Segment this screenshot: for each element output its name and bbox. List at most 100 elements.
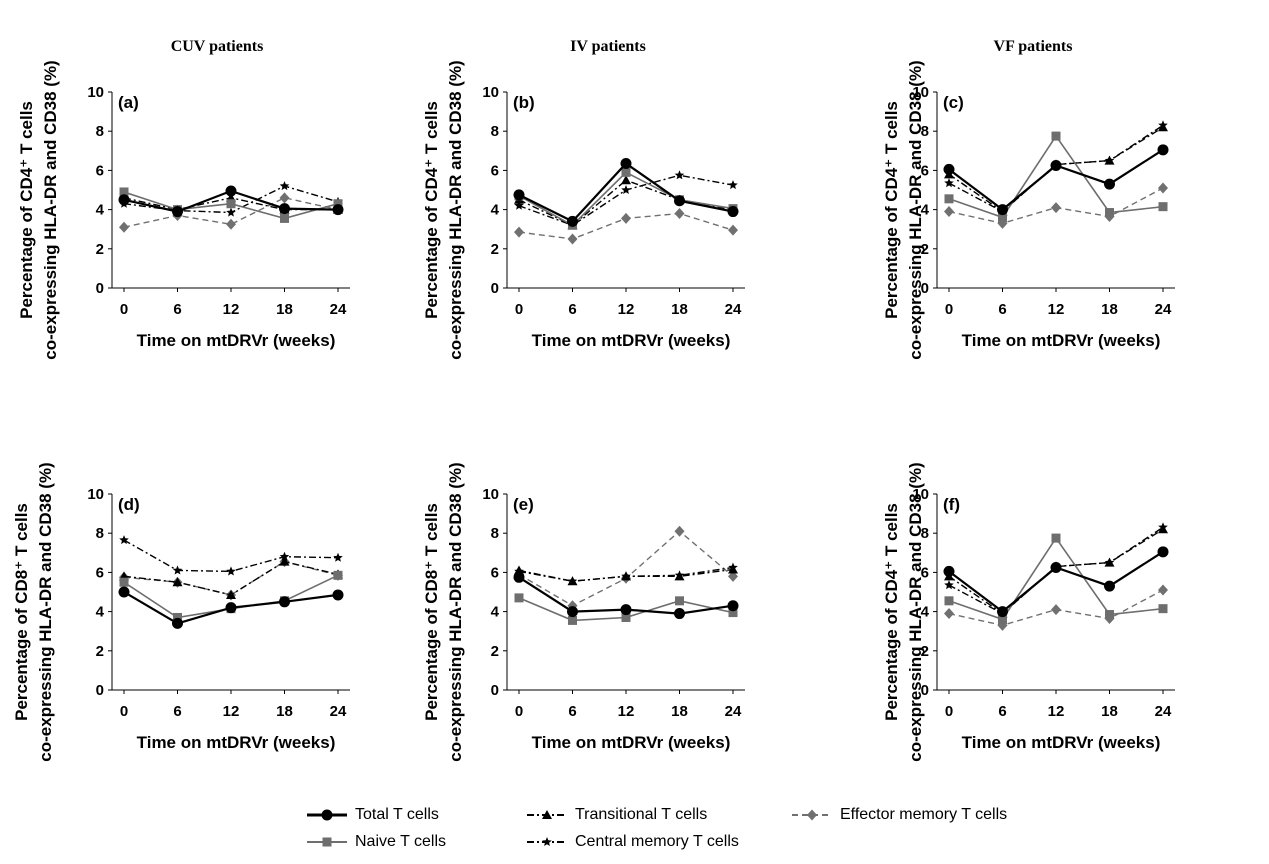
- point-transitional-t-cells: [226, 589, 236, 599]
- y-tick-label: 0: [491, 280, 499, 297]
- point-central-memory-t-cells: [119, 535, 129, 545]
- x-tick-label: 0: [120, 703, 128, 720]
- legend-swatch: [307, 837, 347, 847]
- y-tick-label: 6: [491, 162, 499, 179]
- point-central-memory-t-cells: [728, 180, 738, 190]
- point-total-t-cells: [997, 204, 1008, 216]
- point-effector-memory-t-cells: [944, 206, 954, 218]
- y-tick-label: 6: [491, 564, 499, 581]
- point-central-memory-t-cells: [333, 552, 343, 562]
- point-total-t-cells: [674, 195, 685, 207]
- legend-marker: [542, 837, 552, 846]
- point-total-t-cells: [118, 194, 130, 206]
- y-axis-label-line1: Percentage of CD4⁺ T cells: [17, 101, 36, 319]
- panel-label: (c): [943, 93, 964, 112]
- point-naive-t-cells: [728, 608, 738, 618]
- column-title-iv: IV patients: [570, 38, 646, 55]
- x-tick-label: 18: [671, 301, 688, 318]
- legend-item: Transitional T cells: [525, 805, 707, 825]
- x-axis-label: Time on mtDRVr (weeks): [532, 331, 731, 350]
- x-axis-label: Time on mtDRVr (weeks): [962, 733, 1161, 752]
- point-central-memory-t-cells: [279, 181, 290, 191]
- y-tick-label: 2: [96, 643, 104, 660]
- point-total-t-cells: [727, 600, 739, 612]
- point-effector-memory-t-cells: [674, 525, 685, 537]
- point-naive-t-cells: [998, 212, 1007, 222]
- y-tick-label: 0: [96, 280, 104, 297]
- point-effector-memory-t-cells: [944, 608, 954, 620]
- x-tick-label: 18: [276, 301, 293, 318]
- x-tick-label: 18: [671, 703, 688, 720]
- point-central-memory-t-cells: [674, 170, 685, 180]
- point-naive-t-cells: [1051, 533, 1061, 543]
- y-tick-label: 4: [491, 604, 500, 621]
- x-tick-label: 12: [223, 703, 240, 720]
- point-total-t-cells: [172, 617, 183, 629]
- series-line-effector-memory-t-cells: [518, 530, 734, 607]
- legend-swatch: [307, 809, 347, 821]
- point-effector-memory-t-cells: [1051, 202, 1061, 214]
- panel-label: (a): [118, 93, 139, 112]
- y-axis-label-line2: co-expressing HLA-DR and CD38 (%): [41, 60, 60, 359]
- point-total-t-cells: [620, 158, 632, 170]
- point-total-t-cells: [567, 215, 578, 227]
- point-transitional-t-cells: [1104, 155, 1115, 165]
- x-tick-label: 12: [618, 703, 635, 720]
- x-tick-label: 24: [1155, 301, 1172, 318]
- point-total-t-cells: [1050, 160, 1062, 171]
- point-naive-t-cells: [675, 596, 684, 606]
- point-transitional-t-cells: [567, 576, 578, 586]
- point-transitional-t-cells: [621, 571, 631, 581]
- y-tick-label: 6: [921, 564, 929, 581]
- x-tick-label: 12: [1048, 703, 1065, 720]
- point-total-t-cells: [620, 604, 632, 616]
- legend-item: Effector memory T cells: [790, 805, 1007, 825]
- point-central-memory-t-cells: [514, 200, 524, 210]
- y-tick-label: 2: [491, 241, 499, 258]
- point-total-t-cells: [332, 589, 344, 601]
- point-total-t-cells: [332, 204, 344, 216]
- point-naive-t-cells: [119, 577, 129, 587]
- y-tick-label: 4: [921, 604, 930, 621]
- y-axis-label-line1: Percentage of CD8⁺ T cells: [422, 503, 441, 721]
- x-tick-label: 24: [725, 301, 742, 318]
- point-naive-t-cells: [226, 199, 236, 209]
- legend-item: Total T cells: [305, 805, 439, 825]
- point-naive-t-cells: [568, 615, 577, 625]
- x-axis-label: Time on mtDRVr (weeks): [137, 733, 336, 752]
- x-tick-label: 6: [173, 301, 181, 318]
- point-naive-t-cells: [119, 187, 129, 197]
- x-tick-label: 6: [998, 703, 1006, 720]
- legend-marker: [542, 810, 552, 819]
- point-central-memory-t-cells: [226, 566, 236, 576]
- point-total-t-cells: [172, 206, 183, 218]
- legend-label: Naive T cells: [355, 833, 446, 850]
- point-naive-t-cells: [173, 612, 182, 622]
- point-effector-memory-t-cells: [621, 212, 631, 224]
- point-total-t-cells: [567, 606, 578, 618]
- x-tick-label: 18: [1101, 301, 1118, 318]
- y-tick-label: 6: [96, 564, 104, 581]
- x-axis-label: Time on mtDRVr (weeks): [962, 331, 1161, 350]
- point-effector-memory-t-cells: [567, 233, 578, 245]
- point-naive-t-cells: [621, 167, 631, 177]
- x-tick-label: 6: [998, 301, 1006, 318]
- point-naive-t-cells: [944, 596, 954, 606]
- point-total-t-cells: [943, 565, 955, 577]
- y-tick-label: 10: [482, 84, 499, 101]
- x-tick-label: 0: [515, 703, 523, 720]
- point-effector-memory-t-cells: [728, 570, 738, 582]
- point-total-t-cells: [1104, 580, 1115, 592]
- y-tick-label: 4: [921, 202, 930, 219]
- series-line-central-memory-t-cells: [123, 539, 339, 573]
- y-axis-label-line1: Percentage of CD8⁺ T cells: [12, 503, 31, 721]
- x-tick-label: 0: [945, 703, 953, 720]
- point-total-t-cells: [674, 608, 685, 620]
- point-total-t-cells: [279, 596, 290, 608]
- x-tick-label: 0: [120, 301, 128, 318]
- x-tick-label: 12: [618, 301, 635, 318]
- point-effector-memory-t-cells: [279, 192, 290, 204]
